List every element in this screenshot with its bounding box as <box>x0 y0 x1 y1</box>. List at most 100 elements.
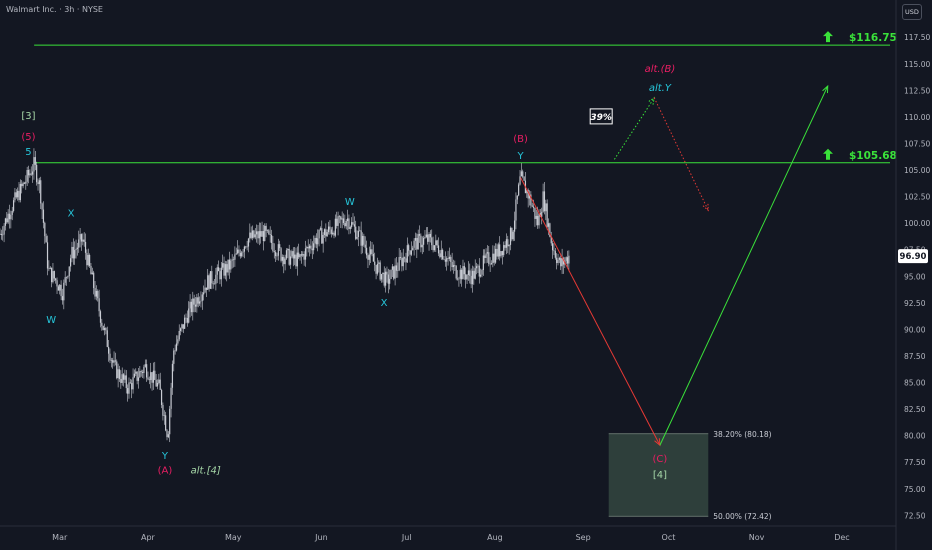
up-arrow-icon <box>823 148 833 160</box>
time-tick-label: Apr <box>141 533 156 542</box>
candle-body <box>89 254 91 267</box>
candle-body <box>463 266 465 275</box>
candle-body <box>74 250 76 259</box>
candle-body <box>558 258 560 260</box>
candle-body <box>389 278 391 284</box>
candle-body <box>469 270 471 276</box>
candle-body <box>120 378 122 383</box>
candle-body <box>500 251 502 257</box>
price-tick-label: 85.00 <box>904 379 926 388</box>
candle-body <box>257 231 259 239</box>
candle-body <box>129 382 131 384</box>
candle-body <box>186 318 188 323</box>
candle-body <box>270 234 273 243</box>
candle-body <box>216 267 218 275</box>
price-tick-label: 77.50 <box>904 458 926 467</box>
candle-body <box>440 249 442 258</box>
candle-body <box>113 360 115 363</box>
candle-body <box>541 211 543 217</box>
candle-body <box>64 277 66 283</box>
candle-body <box>560 258 562 267</box>
candle-body <box>398 257 400 271</box>
candle-body <box>512 231 514 240</box>
price-tick-label: 107.50 <box>904 139 930 148</box>
candle-body <box>105 328 107 331</box>
candle-body <box>44 222 46 237</box>
candle-body <box>319 228 322 230</box>
candle-body <box>243 246 245 252</box>
candle-body <box>349 226 351 230</box>
candle-body <box>260 231 262 237</box>
arrowhead-icon <box>702 203 709 212</box>
candle-body <box>37 182 39 185</box>
candle-body <box>143 366 145 373</box>
candle-body <box>329 226 331 230</box>
candle-body <box>167 434 169 438</box>
candle-body <box>372 253 374 262</box>
price-tick-label: 102.50 <box>904 193 930 202</box>
time-axis[interactable]: Mar Apr May Jun Jul Aug Sep Oct Nov Dec <box>52 533 850 542</box>
time-tick-label: Aug <box>487 533 503 542</box>
candle-body <box>367 255 369 260</box>
candle-body <box>12 200 15 211</box>
candle-body <box>554 251 556 258</box>
candle-body <box>181 324 183 329</box>
candle-body <box>122 374 125 380</box>
candle-body <box>239 252 241 257</box>
price-tick-label: 105.00 <box>904 166 930 175</box>
candle-body <box>173 350 175 364</box>
candle-body <box>520 171 522 177</box>
candle-body <box>254 234 256 238</box>
target-zone-layer: 38.20% (80.18) 50.00% (72.42) <box>608 430 772 521</box>
candle-body <box>518 184 520 196</box>
candle-body <box>171 363 174 388</box>
candle-body <box>475 266 478 269</box>
candle-body <box>250 232 252 238</box>
candle-body <box>33 157 35 172</box>
candle-body <box>461 269 463 280</box>
candle-body <box>91 272 93 275</box>
current-price-tag <box>898 249 928 264</box>
candle-body <box>288 248 290 265</box>
candle-body <box>303 254 305 260</box>
candle-body <box>410 250 412 255</box>
price-tick-label: 112.50 <box>904 86 930 95</box>
candle-body <box>446 258 448 262</box>
candle-body <box>82 239 84 242</box>
candle-body <box>15 192 17 198</box>
candle-body <box>359 230 361 232</box>
candle-body <box>568 255 570 264</box>
candle-body <box>273 251 275 253</box>
candle-body <box>404 257 406 259</box>
candle-body <box>292 251 294 259</box>
candle-body <box>86 252 88 266</box>
currency-button[interactable]: USD <box>902 4 922 20</box>
time-tick-label: Jul <box>401 533 412 542</box>
candle-body <box>110 360 112 361</box>
candle-body <box>70 258 72 267</box>
candle-body <box>341 218 343 220</box>
candle-body <box>179 328 182 331</box>
candle-body <box>59 284 61 291</box>
candle-body <box>144 364 146 367</box>
candle-body <box>486 252 489 254</box>
candle-body <box>98 298 100 312</box>
resistance-label: $105.68 <box>849 150 897 162</box>
candle-body <box>4 218 7 226</box>
candle-body <box>390 269 392 279</box>
candle-body <box>300 254 303 256</box>
candle-body <box>76 247 78 249</box>
candle-body <box>535 215 537 219</box>
candle-body <box>0 233 2 235</box>
candle-body <box>456 278 459 280</box>
candle-body <box>336 218 338 226</box>
candle-body <box>235 253 237 255</box>
candle-body <box>531 205 533 207</box>
candle-body <box>220 267 222 280</box>
price-tick-label: 75.00 <box>904 485 926 494</box>
candle-body <box>26 170 28 182</box>
candle-body <box>342 218 345 224</box>
candle-body <box>556 257 558 264</box>
candle-body <box>25 181 27 184</box>
